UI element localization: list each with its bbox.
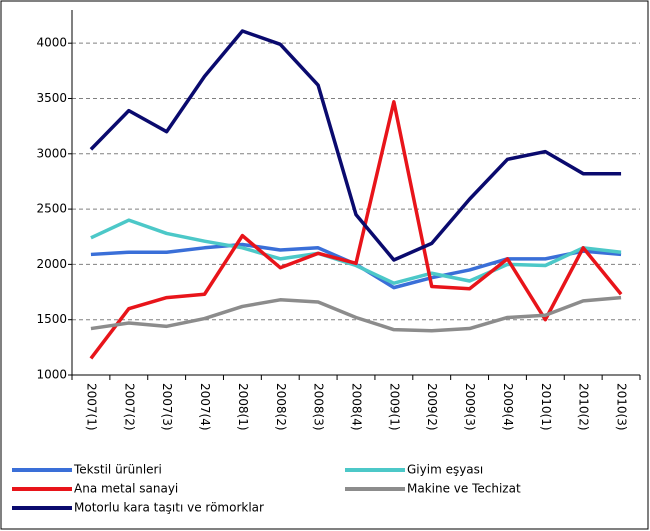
series-line: [89, 29, 622, 262]
y-tick-label: 3000: [36, 146, 67, 160]
series-line: [90, 295, 622, 333]
y-tick-label: 3500: [36, 91, 67, 105]
series-line: [89, 100, 623, 360]
x-tick-label: 2007(1): [84, 383, 98, 431]
x-tick-label: 2007(2): [122, 383, 136, 431]
series-line: [90, 218, 622, 285]
legend-label: Giyim eşyası: [407, 463, 483, 477]
legend-label: Motorlu kara taşıtı ve römorklar: [74, 501, 264, 515]
x-tick-label: 2009(1): [387, 383, 401, 431]
legend-label: Tekstil ürünleri: [73, 463, 162, 477]
y-tick-label: 1500: [36, 312, 67, 326]
x-tick-label: 2007(3): [160, 383, 174, 431]
legend-label: Makine ve Techizat: [407, 482, 521, 496]
x-tick-label: 2008(4): [350, 383, 364, 431]
x-tick-label: 2009(2): [425, 383, 439, 431]
x-tick-label: 2010(2): [577, 383, 591, 431]
x-tick-label: 2008(3): [312, 383, 326, 431]
y-tick-label: 2000: [36, 257, 67, 271]
x-tick-label: 2010(3): [615, 383, 629, 431]
x-tick-label: 2008(2): [274, 383, 288, 431]
y-tick-label: 1000: [36, 368, 67, 382]
x-tick-label: 2007(4): [198, 383, 212, 431]
x-tick-label: 2009(4): [501, 383, 515, 431]
x-tick-label: 2008(1): [236, 383, 250, 431]
x-tick-label: 2009(3): [463, 383, 477, 431]
y-tick-label: 2500: [36, 202, 67, 216]
x-tick-label: 2010(1): [539, 383, 553, 431]
y-tick-label: 4000: [36, 36, 67, 50]
legend-label: Ana metal sanayi: [74, 482, 178, 496]
